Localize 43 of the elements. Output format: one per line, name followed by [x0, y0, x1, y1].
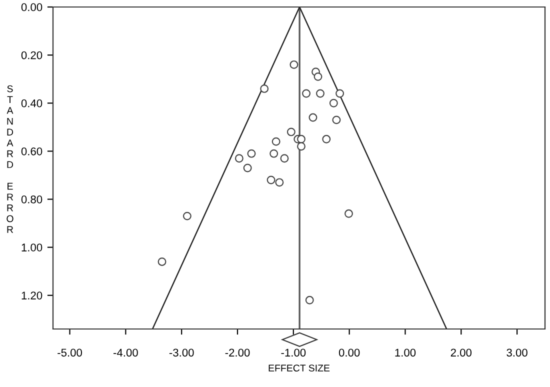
x-axis-title: EFFECT SIZE: [268, 364, 330, 372]
point: [260, 84, 269, 93]
x-tick-label: -3.00: [169, 348, 194, 357]
y-tick-label: 0.40: [21, 99, 42, 108]
point: [329, 98, 338, 108]
point: [182, 212, 192, 220]
x-tick-label: 1.00: [395, 348, 416, 357]
point: [297, 142, 306, 151]
point: [297, 134, 306, 144]
point: [247, 149, 256, 158]
point: [270, 149, 278, 158]
y-tick-label: 0.20: [21, 51, 42, 60]
point: [308, 113, 318, 122]
point: [275, 178, 284, 187]
text: STANDARD ERROR: [6, 85, 14, 233]
point: [332, 116, 341, 124]
point: [280, 154, 289, 163]
point: [286, 128, 296, 136]
x-tick-label: -4.00: [114, 348, 138, 357]
point: [322, 134, 331, 144]
x-tick-label: -5.00: [58, 348, 82, 357]
y-tick-label: 1.20: [22, 292, 42, 300]
x-tick-label: -1.00: [281, 348, 306, 357]
point: [344, 209, 353, 218]
point: [336, 89, 344, 98]
point: [314, 72, 322, 81]
y-tick-label: 0.80: [21, 196, 42, 204]
point: [266, 176, 276, 184]
point: [243, 164, 252, 172]
point: [302, 89, 310, 98]
y-tick-label: 0.00: [21, 3, 42, 12]
x-tick-label: 0.00: [338, 348, 360, 357]
point: [234, 154, 244, 163]
point: [305, 296, 314, 304]
x-tick-label: -2.00: [225, 348, 250, 357]
point: [272, 137, 280, 146]
point: [290, 60, 298, 69]
y-tick-label: 0.60: [21, 147, 42, 156]
x-tick-label: 2.00: [450, 348, 472, 357]
x-tick-label: 3.00: [506, 348, 528, 357]
point: [316, 89, 324, 98]
point: [158, 257, 166, 266]
y-tick-label: 1.00: [22, 244, 42, 252]
